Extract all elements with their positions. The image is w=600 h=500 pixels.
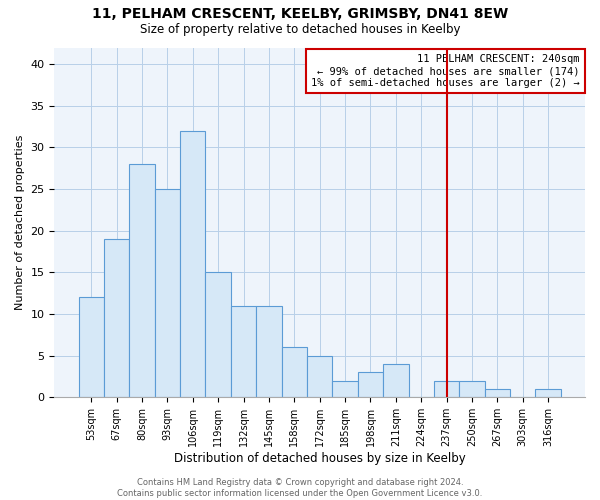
Bar	[535, 389, 561, 398]
Bar	[104, 239, 129, 398]
Bar	[307, 356, 332, 398]
Text: 11, PELHAM CRESCENT, KEELBY, GRIMSBY, DN41 8EW: 11, PELHAM CRESCENT, KEELBY, GRIMSBY, DN…	[92, 8, 508, 22]
Bar	[231, 306, 256, 398]
Bar	[79, 298, 104, 398]
Bar	[434, 380, 460, 398]
Bar	[332, 380, 358, 398]
Bar	[180, 131, 205, 398]
Text: Contains HM Land Registry data © Crown copyright and database right 2024.
Contai: Contains HM Land Registry data © Crown c…	[118, 478, 482, 498]
Bar	[256, 306, 281, 398]
Bar	[383, 364, 409, 398]
Text: Size of property relative to detached houses in Keelby: Size of property relative to detached ho…	[140, 22, 460, 36]
Bar	[485, 389, 510, 398]
Bar	[460, 380, 485, 398]
Bar	[281, 348, 307, 398]
Bar	[358, 372, 383, 398]
Text: 11 PELHAM CRESCENT: 240sqm
← 99% of detached houses are smaller (174)
1% of semi: 11 PELHAM CRESCENT: 240sqm ← 99% of deta…	[311, 54, 580, 88]
Bar	[129, 164, 155, 398]
Bar	[205, 272, 231, 398]
X-axis label: Distribution of detached houses by size in Keelby: Distribution of detached houses by size …	[174, 452, 466, 465]
Y-axis label: Number of detached properties: Number of detached properties	[15, 134, 25, 310]
Bar	[155, 189, 180, 398]
